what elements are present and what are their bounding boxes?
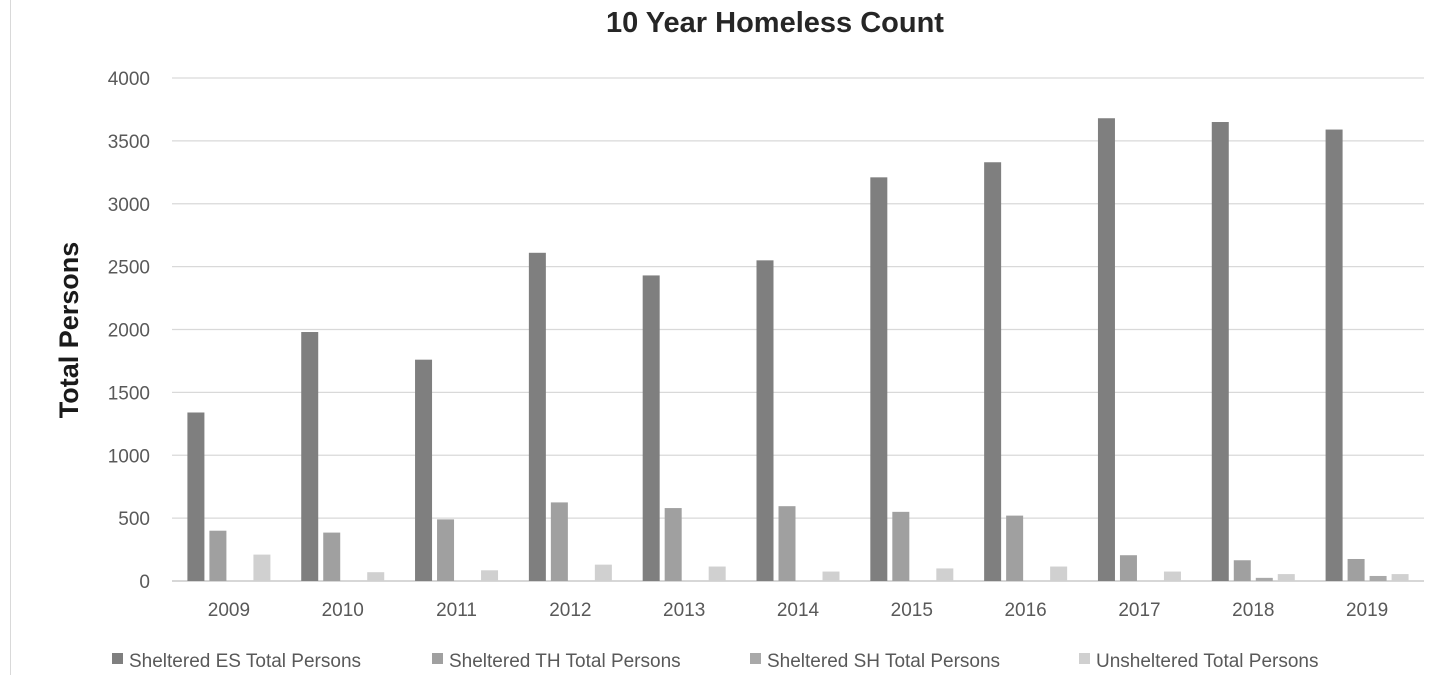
bar-1-2013 (642, 275, 660, 581)
bar-4-2010 (367, 572, 385, 581)
bar-4-2012 (594, 564, 612, 581)
bar-2-2018 (1233, 560, 1251, 581)
bar-1-2019 (1325, 129, 1343, 581)
x-tick-label: 2019 (1346, 600, 1388, 621)
x-tick-label: 2009 (208, 600, 250, 621)
x-tick-label: 2015 (891, 600, 933, 621)
y-tick-label: 500 (118, 509, 150, 530)
bar-4-2018 (1277, 574, 1295, 581)
y-tick-label: 0 (139, 572, 150, 593)
bar-2-2013 (664, 508, 682, 581)
y-tick-labels: 0 500 1000 1500 2000 2500 3000 3500 4000 (108, 69, 150, 593)
y-tick-label: 1500 (108, 383, 150, 404)
bar-2-2011 (437, 519, 455, 581)
bar-2-2017 (1119, 555, 1137, 581)
legend-swatch (432, 653, 443, 664)
bar-4-2016 (1050, 566, 1068, 581)
x-tick-label: 2018 (1232, 600, 1274, 621)
chart-title: 10 Year Homeless Count (606, 7, 944, 39)
bar-1-2010 (301, 332, 319, 581)
y-tick-label: 1000 (108, 446, 150, 467)
bar-3-2019 (1369, 575, 1387, 581)
legend-label: Sheltered SH Total Persons (767, 651, 1000, 672)
y-tick-label: 2500 (108, 258, 150, 279)
x-tick-label: 2017 (1118, 600, 1160, 621)
bar-2-2012 (550, 502, 568, 581)
x-tick-label: 2013 (663, 600, 705, 621)
x-tick-label: 2014 (777, 600, 820, 621)
y-tick-label: 4000 (108, 69, 150, 90)
bar-2-2009 (209, 530, 227, 581)
legend-item: Unsheltered Total Persons (1079, 651, 1319, 672)
legend-item: Sheltered SH Total Persons (750, 651, 1000, 672)
legend-item: Sheltered ES Total Persons (112, 651, 361, 672)
bar-1-2015 (870, 177, 888, 581)
gridlines (172, 77, 1424, 582)
bar-4-2014 (822, 571, 840, 581)
bar-4-2011 (481, 570, 499, 581)
legend-label: Unsheltered Total Persons (1096, 651, 1319, 672)
bars (187, 118, 1409, 582)
y-tick-label: 2000 (108, 321, 150, 342)
bar-2-2015 (892, 511, 910, 581)
bar-2-2019 (1347, 558, 1365, 581)
chart-frame (10, 0, 1439, 675)
x-tick-labels: 2009 2010 2011 2012 2013 2014 2015 2016 2017 2018… (208, 600, 1388, 621)
bar-2-2016 (1006, 515, 1024, 581)
x-tick-label: 2011 (436, 600, 477, 621)
bar-4-2015 (936, 568, 954, 581)
x-tick-label: 2012 (549, 600, 591, 621)
bar-4-2009 (253, 554, 271, 581)
bar-4-2017 (1163, 571, 1181, 581)
bar-1-2011 (415, 359, 433, 581)
bar-4-2013 (708, 566, 726, 581)
legend-item: Sheltered TH Total Persons (432, 651, 681, 672)
bar-1-2009 (187, 412, 205, 581)
legend-swatch (112, 653, 123, 664)
legend-label: Sheltered TH Total Persons (449, 651, 681, 672)
bar-1-2014 (756, 260, 774, 581)
bar-2-2014 (778, 506, 796, 581)
bar-1-2016 (984, 162, 1002, 581)
legend-label: Sheltered ES Total Persons (129, 651, 361, 672)
bar-3-2018 (1255, 577, 1273, 581)
bar-1-2018 (1211, 122, 1229, 581)
x-tick-label: 2016 (1004, 600, 1046, 621)
legend-swatch (1079, 653, 1090, 664)
y-axis-label: Total Persons (54, 242, 84, 419)
y-tick-label: 3000 (108, 195, 150, 216)
y-tick-label: 3500 (108, 132, 150, 153)
bar-1-2012 (528, 252, 546, 582)
legend: Sheltered ES Total Persons Sheltered TH T… (112, 651, 1319, 672)
bar-2-2010 (323, 532, 341, 581)
x-tick-label: 2010 (322, 600, 364, 621)
bar-4-2019 (1391, 574, 1409, 581)
legend-swatch (750, 653, 761, 664)
bar-1-2017 (1097, 118, 1115, 582)
